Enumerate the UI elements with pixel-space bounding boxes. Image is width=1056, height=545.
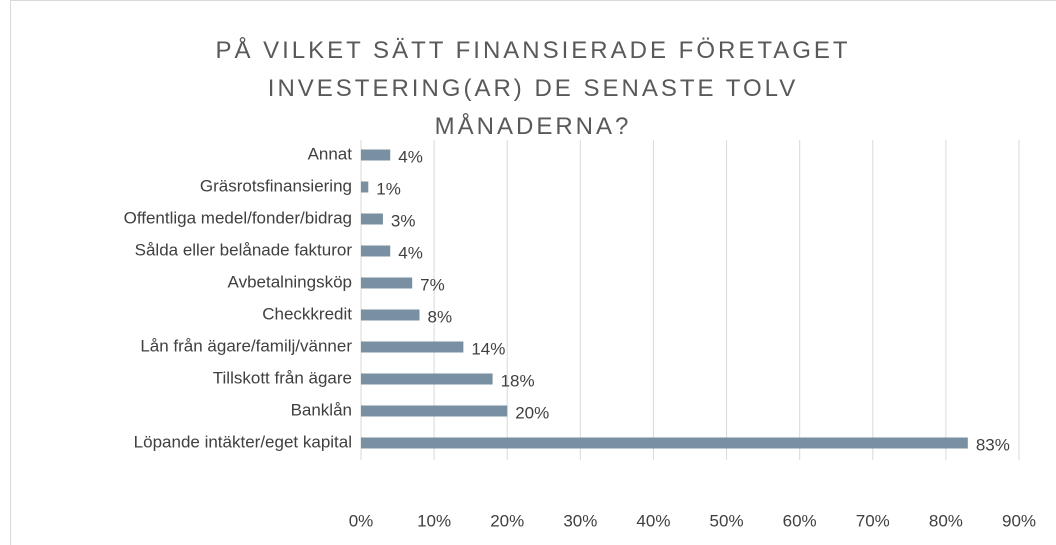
chart-title: PÅ VILKET SÄTT FINANSIERADE FÖRETAGET IN… [10, 32, 1056, 146]
x-tick-label: 30% [563, 511, 597, 530]
bar [361, 149, 391, 161]
x-tick-label: 90% [1002, 511, 1036, 530]
data-label: 8% [427, 307, 452, 326]
x-tick-label: 20% [490, 511, 524, 530]
data-label: 4% [398, 147, 423, 166]
data-label: 3% [391, 211, 416, 230]
x-tick-label: 60% [783, 511, 817, 530]
data-label: 7% [420, 275, 445, 294]
y-tick-label: Gräsrotsfinansiering [200, 176, 352, 195]
y-tick-label: Löpande intäkter/eget kapital [134, 432, 352, 451]
y-tick-label: Avbetalningsköp [228, 272, 352, 291]
bar [361, 373, 493, 385]
data-label: 1% [376, 179, 401, 198]
bar [361, 181, 369, 193]
bar [361, 245, 391, 257]
bar [361, 309, 420, 321]
y-tick-label: Checkkredit [262, 304, 352, 323]
chart-title-text: PÅ VILKET SÄTT FINANSIERADE FÖRETAGET IN… [215, 37, 851, 140]
data-label: 18% [501, 371, 535, 390]
data-label: 14% [471, 339, 505, 358]
x-tick-label: 50% [710, 511, 744, 530]
chart-border [10, 0, 1056, 545]
data-label: 83% [976, 435, 1010, 454]
x-tick-label: 80% [929, 511, 963, 530]
x-tick-label: 10% [417, 511, 451, 530]
bar [361, 437, 968, 449]
y-tick-label: Lån från ägare/familj/vänner [140, 336, 352, 355]
data-label: 4% [398, 243, 423, 262]
data-label: 20% [515, 403, 549, 422]
bar [361, 405, 508, 417]
y-tick-label: Annat [308, 144, 353, 163]
bar [361, 277, 413, 289]
y-tick-label: Tillskott från ägare [213, 368, 352, 387]
y-tick-label: Sålda eller belånade fakturor [135, 240, 353, 259]
bar [361, 213, 383, 225]
x-tick-label: 40% [636, 511, 670, 530]
x-tick-label: 0% [349, 511, 374, 530]
y-tick-label: Offentliga medel/fonder/bidrag [124, 208, 352, 227]
y-tick-label: Banklån [291, 400, 352, 419]
bar [361, 341, 464, 353]
x-tick-label: 70% [856, 511, 890, 530]
